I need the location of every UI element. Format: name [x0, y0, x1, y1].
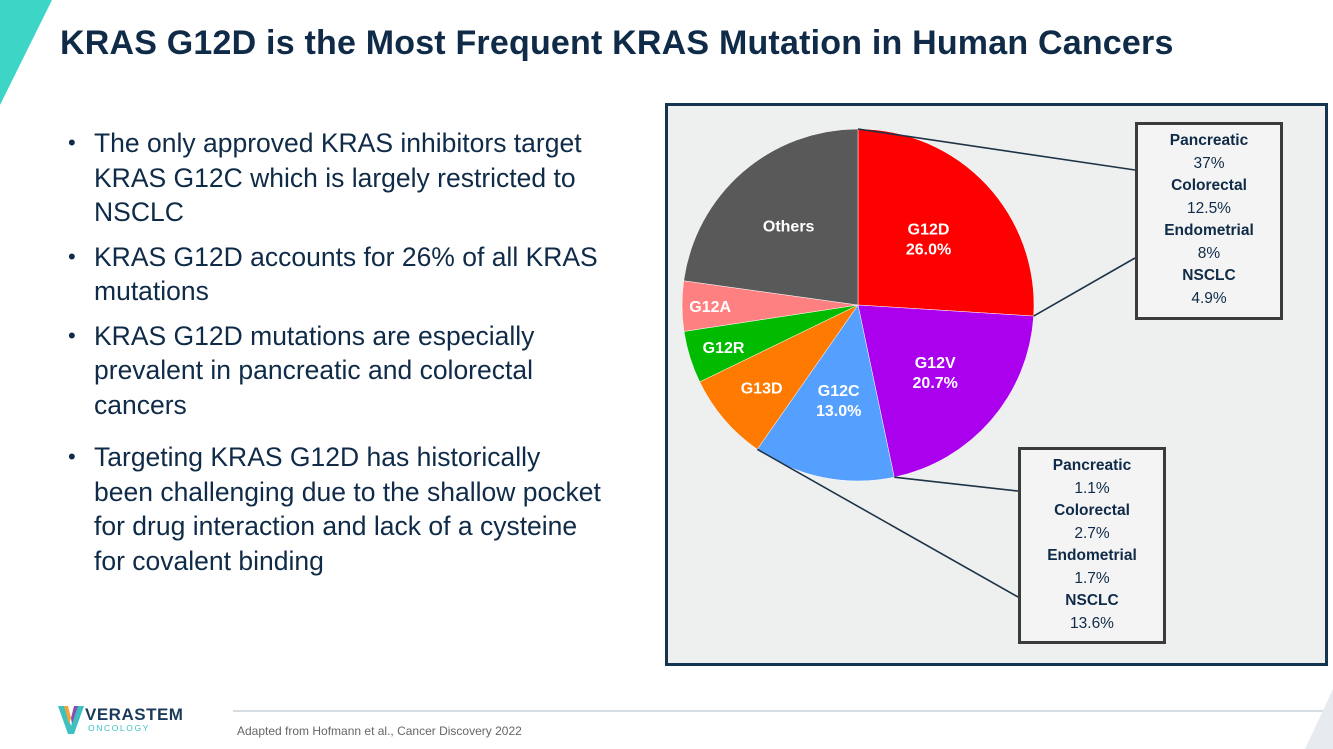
slice-value-g12c: 13.0% [816, 403, 861, 420]
bullet-item: • KRAS G12D mutations are especially prev… [66, 319, 606, 423]
callout-value: 2.7% [1074, 524, 1110, 542]
pie-slice-g12v [857, 304, 1034, 478]
bullet-list: • The only approved KRAS inhibitors targe… [66, 126, 606, 588]
logo-sub: ONCOLOGY [88, 723, 150, 733]
connector-line-g12c-top [894, 476, 1019, 492]
callout-connectors [756, 128, 1136, 598]
bullet-dot: • [68, 322, 76, 348]
callout-label: Endometrial [1047, 547, 1137, 564]
connector-line-g12d-top [857, 128, 1136, 171]
bullet-item: • Targeting KRAS G12D has historically be… [66, 440, 606, 578]
logo-v-icon [58, 706, 84, 734]
bullet-dot: • [68, 444, 76, 469]
bullet-text: Targeting KRAS G12D has historically bee… [94, 442, 601, 576]
callout-value: 8% [1197, 244, 1221, 262]
slice-label-g12d: G12D [908, 222, 950, 239]
callout-value: 13.6% [1070, 614, 1114, 632]
callout-value: 12.5% [1187, 199, 1231, 217]
connector-line-g12c-bottom [756, 448, 1019, 598]
bullet-item: • The only approved KRAS inhibitors targe… [66, 126, 606, 230]
callout-label: Endometrial [1164, 222, 1254, 239]
page-title: KRAS G12D is the Most Frequent KRAS Muta… [60, 24, 1174, 62]
pie-labels: G12D 26.0% G12V 20.7% G12C 13.0% G13D G12R G12A O… [689, 218, 958, 419]
citation: Adapted from Hofmann et al., Cancer Disc… [237, 724, 522, 738]
bullet-text: KRAS G12D accounts for 26% of all KRAS m… [94, 241, 598, 307]
callout-value: 37% [1193, 154, 1225, 172]
slice-label-g12c: G12C [818, 383, 860, 400]
slice-label-g12v: G12V [915, 355, 956, 372]
g12d-callout-box: Pancreatic 37% Colorectal 12.5% Endometr… [1135, 122, 1283, 320]
callout-value: 4.9% [1191, 289, 1227, 307]
pie-slice-g13d [699, 304, 859, 450]
slice-value-g12d: 26.0% [906, 242, 951, 259]
pie-slices [681, 128, 1035, 482]
callout-value: 1.7% [1074, 569, 1110, 587]
bullet-item: • KRAS G12D accounts for 26% of all KRAS … [66, 240, 606, 309]
logo-word: VERASTEM [85, 705, 184, 724]
corner-accent-bottom [1305, 689, 1333, 749]
slice-label-g12r: G12R [703, 340, 745, 357]
verastem-logo: VERASTEM ONCOLOGY [58, 702, 198, 736]
slice-label-others: Others [763, 218, 815, 235]
slice-value-g12v: 20.7% [913, 375, 958, 392]
bullet-text: The only approved KRAS inhibitors target… [94, 128, 582, 227]
callout-label: Colorectal [1171, 177, 1247, 194]
callout-label: Pancreatic [1169, 132, 1249, 149]
bullet-text: KRAS G12D mutations are especially preva… [94, 320, 535, 420]
slice-label-g12a: G12A [689, 299, 731, 316]
callout-label: NSCLC [1065, 592, 1119, 609]
connector-line-g12d-bottom [1033, 257, 1136, 317]
callout-label: Pancreatic [1052, 457, 1132, 474]
callout-value: 1.1% [1074, 479, 1110, 497]
callout-label: Colorectal [1054, 502, 1130, 519]
bullet-dot: • [68, 243, 76, 269]
callout-label: NSCLC [1182, 267, 1236, 284]
pie-slice-g12d [857, 128, 1035, 317]
slice-label-g13d: G13D [741, 380, 783, 397]
footer-divider [233, 710, 1333, 712]
g12c-callout-box: Pancreatic 1.1% Colorectal 2.7% Endometr… [1018, 447, 1166, 644]
bullet-dot: • [68, 130, 76, 155]
corner-accent [0, 0, 52, 105]
pie-slice-others [683, 128, 859, 306]
